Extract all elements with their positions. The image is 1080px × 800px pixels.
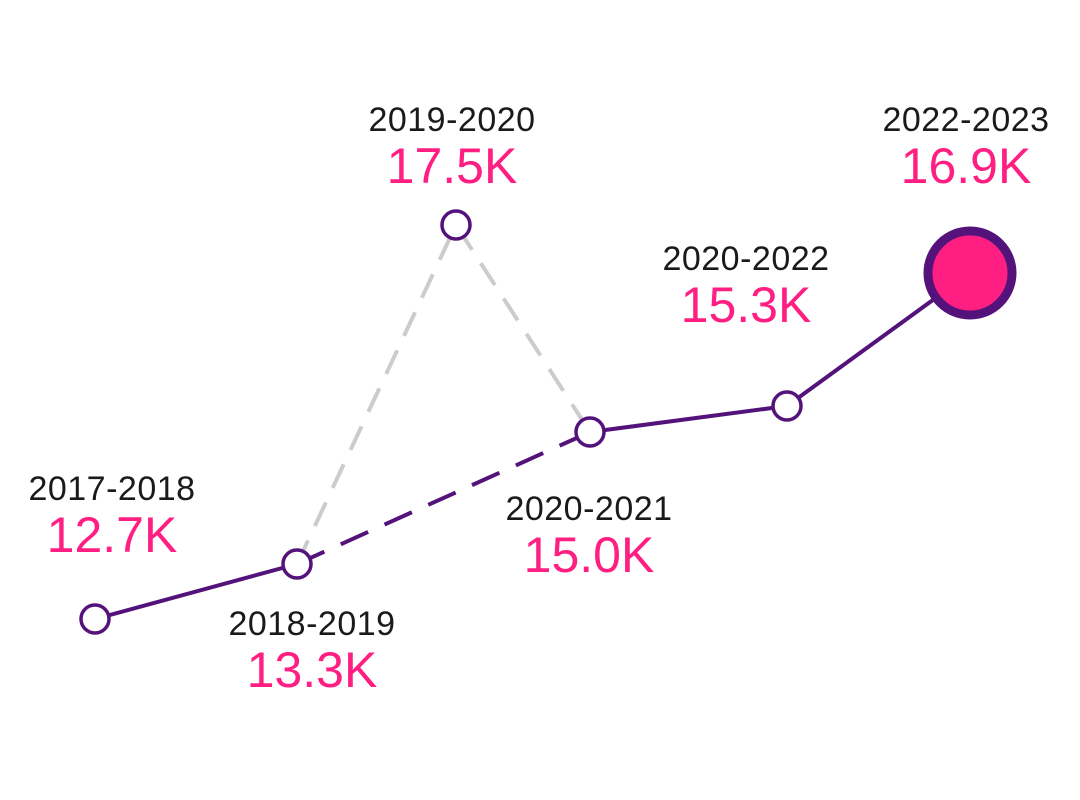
label-2020-2021: 2020-2021 15.0K: [505, 490, 672, 582]
data-point-2018-2019[interactable]: [281, 548, 313, 580]
value-label: 15.3K: [680, 277, 812, 333]
period-label: 2020-2021: [505, 490, 673, 528]
label-2020-2022: 2020-2022 15.3K: [662, 240, 829, 332]
value-label: 16.9K: [900, 138, 1032, 194]
value-label: 13.3K: [246, 642, 378, 698]
value-label: 17.5K: [386, 138, 518, 194]
value-label: 12.7K: [46, 507, 178, 563]
data-point-2019-2020[interactable]: [440, 209, 472, 241]
label-2018-2019: 2018-2019 13.3K: [228, 605, 395, 697]
value-label: 15.0K: [523, 527, 655, 583]
data-point-2017-2018[interactable]: [79, 603, 111, 635]
period-label: 2017-2018: [28, 470, 196, 508]
label-2022-2023: 2022-2023 16.9K: [882, 101, 1049, 193]
trend-segment-1: [94, 562, 298, 621]
period-label: 2022-2023: [882, 101, 1050, 139]
trend-segment-2-dashed: [296, 430, 591, 566]
period-label: 2019-2020: [368, 101, 536, 139]
label-2017-2018: 2017-2018 12.7K: [28, 470, 195, 562]
period-label: 2018-2019: [228, 605, 396, 643]
period-label: 2020-2022: [662, 240, 830, 278]
data-point-2022-2023-highlight[interactable]: [923, 226, 1017, 320]
data-point-2020-2021[interactable]: [574, 416, 606, 448]
data-point-2020-2022[interactable]: [771, 390, 803, 422]
trend-segment-3: [589, 404, 788, 434]
label-2019-2020: 2019-2020 17.5K: [368, 101, 535, 193]
